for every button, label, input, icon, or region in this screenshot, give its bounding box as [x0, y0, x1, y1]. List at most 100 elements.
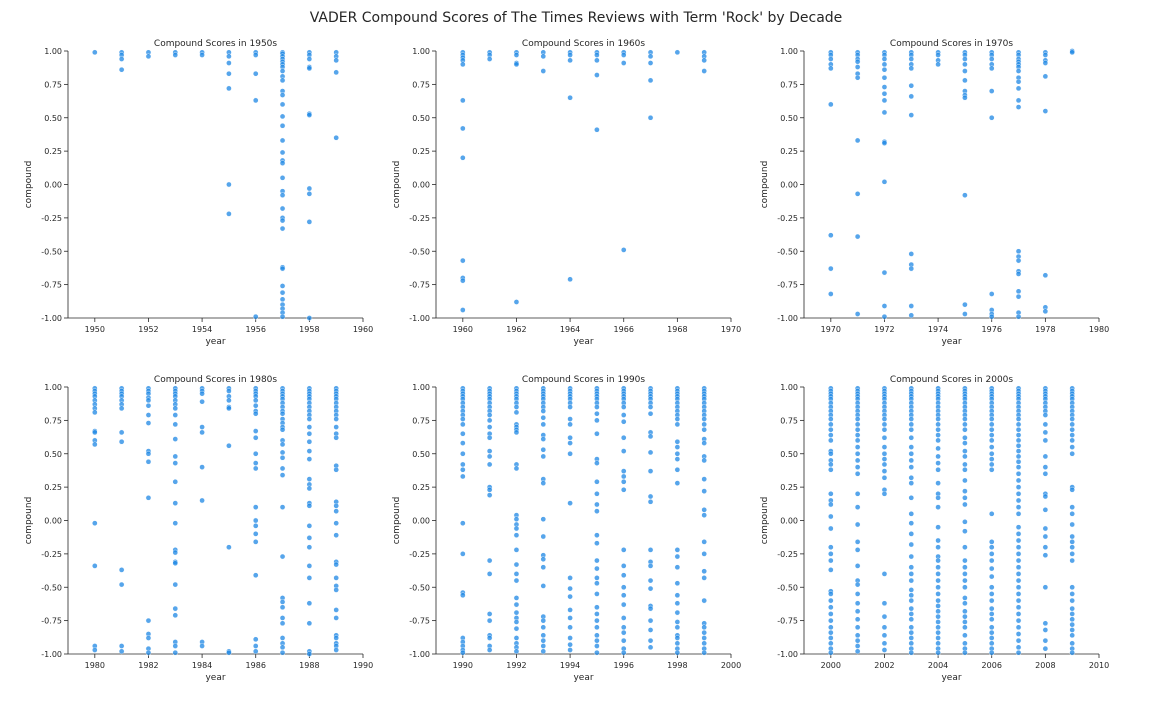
- scatter-point: [252, 465, 259, 472]
- scatter-point: [567, 585, 573, 592]
- scatter-point: [118, 581, 125, 588]
- scatter-point: [1069, 504, 1076, 510]
- scatter-point: [647, 404, 654, 410]
- scatter-point: [962, 416, 968, 422]
- scatter-point: [881, 647, 888, 653]
- y-tick-label: 0.50: [44, 114, 62, 123]
- scatter-point: [854, 464, 861, 470]
- panel-0: Compound Scores in 1950s -1.00 -0.75 -0.50 -…: [24, 39, 373, 347]
- scatter-point: [908, 444, 915, 450]
- scatter-point: [647, 493, 654, 500]
- scatter-point: [540, 414, 547, 421]
- x-tick-label: 2004: [928, 661, 948, 670]
- scatter-point: [827, 629, 834, 636]
- scatter-point: [486, 417, 493, 424]
- scatter-point: [252, 428, 259, 434]
- scatter-point: [1069, 640, 1076, 647]
- scatter-point: [1015, 611, 1022, 617]
- scatter-point: [827, 421, 834, 428]
- scatter-point: [306, 112, 313, 118]
- x-tick-label: 1996: [614, 661, 634, 670]
- scatter-point: [962, 557, 968, 564]
- y-tick-label: 0.00: [780, 181, 798, 190]
- scatter-point: [252, 531, 259, 537]
- scatter-point: [908, 450, 915, 457]
- scatter-point: [881, 90, 888, 97]
- scatter-point: [827, 432, 834, 438]
- scatter-point: [935, 635, 941, 641]
- scatter-point: [988, 584, 995, 591]
- x-axis-label: year: [941, 337, 961, 347]
- scatter-point: [513, 547, 520, 553]
- scatter-point: [935, 61, 941, 68]
- scatter-point: [1015, 78, 1022, 85]
- scatter-point: [962, 61, 968, 68]
- scatter-point: [908, 82, 915, 89]
- scatter-point: [226, 649, 232, 656]
- scatter-point: [118, 405, 125, 412]
- scatter-point: [333, 57, 340, 64]
- scatter-point: [1069, 627, 1076, 633]
- scatter-point: [962, 600, 968, 607]
- y-tick-label: -1.00: [409, 650, 430, 659]
- y-tick-label: -0.25: [777, 214, 798, 223]
- scatter-point: [988, 649, 995, 656]
- scatter-point: [908, 494, 915, 501]
- scatter-point: [1015, 510, 1022, 517]
- scatter-point: [145, 635, 152, 641]
- y-tick-label: -1.00: [41, 314, 62, 323]
- scatter-point: [333, 607, 340, 613]
- scatter-point: [962, 528, 968, 535]
- scatter-point: [620, 468, 627, 474]
- scatter-point: [908, 649, 915, 656]
- y-tick-label: -1.00: [777, 314, 798, 323]
- scatter-point: [594, 460, 600, 466]
- scatter-point: [279, 313, 286, 320]
- scatter-point: [908, 457, 915, 464]
- scatter-point: [962, 571, 968, 577]
- scatter-point: [1015, 557, 1022, 564]
- scatter-point: [935, 603, 941, 609]
- scatter-point: [988, 65, 995, 72]
- scatter-point: [988, 597, 995, 604]
- scatter-point: [567, 450, 573, 457]
- scatter-point: [226, 388, 232, 394]
- scatter-point: [908, 426, 915, 433]
- scatter-point: [306, 424, 313, 430]
- scatter-point: [620, 629, 627, 636]
- scatter-point: [620, 434, 627, 441]
- scatter-point: [935, 52, 941, 58]
- scatter-point: [513, 609, 520, 616]
- scatter-point: [486, 647, 493, 653]
- scatter-point: [172, 421, 179, 428]
- scatter-point: [1015, 313, 1022, 320]
- scatter-point: [935, 597, 941, 604]
- scatter-point: [594, 508, 600, 515]
- scatter-point: [827, 635, 834, 641]
- scatter-point: [459, 466, 466, 473]
- scatter-point: [513, 595, 520, 601]
- y-tick-label: 0.25: [44, 147, 62, 156]
- scatter-point: [279, 92, 286, 98]
- scatter-point: [854, 648, 861, 655]
- y-tick-label: 0.25: [412, 483, 430, 492]
- scatter-point: [172, 500, 179, 506]
- scatter-point: [1069, 597, 1076, 604]
- scatter-point: [226, 70, 232, 77]
- scatter-point: [827, 232, 834, 239]
- scatter-point: [935, 619, 941, 625]
- y-axis-label: compound: [760, 497, 770, 545]
- x-tick-label: 1960: [453, 325, 473, 334]
- scatter-point: [1042, 584, 1049, 591]
- scatter-point: [620, 448, 627, 454]
- panel-title: Compound Scores in 1990s: [522, 375, 645, 385]
- scatter-point: [988, 88, 995, 94]
- y-tick-label: -0.50: [41, 247, 62, 256]
- scatter-point: [1015, 551, 1022, 557]
- scatter-point: [647, 563, 654, 569]
- scatter-point: [172, 412, 179, 418]
- x-tick-label: 1960: [353, 325, 373, 334]
- scatter-point: [674, 456, 681, 462]
- y-tick-label: 0.50: [44, 450, 62, 459]
- scatter-point: [647, 637, 654, 644]
